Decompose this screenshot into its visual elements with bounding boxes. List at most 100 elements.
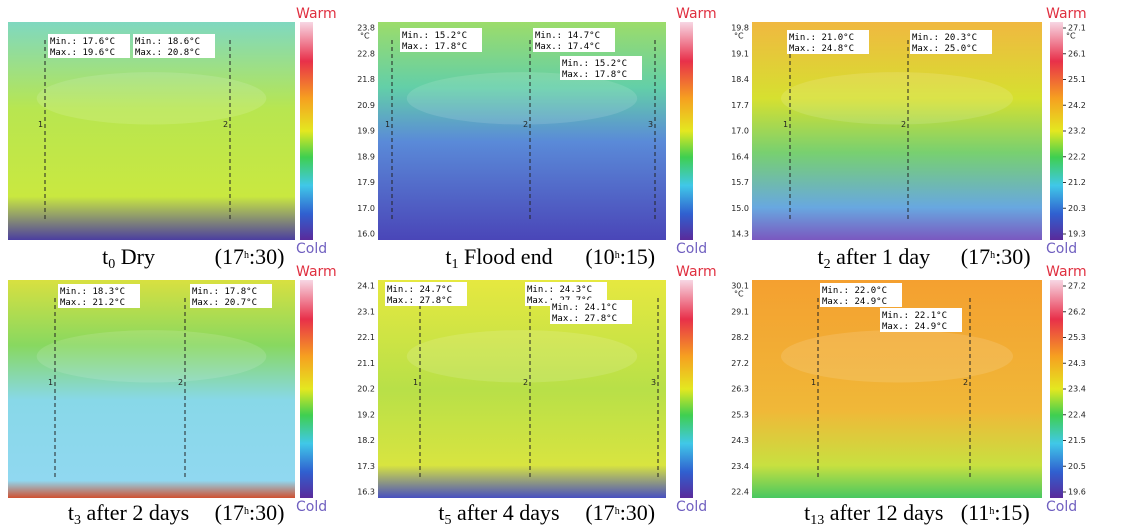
scale-tick-label: 22.1 bbox=[357, 333, 375, 342]
annotation-max: Max.: 17.4°C bbox=[535, 42, 600, 52]
annotation-min: Min.: 24.3°C bbox=[527, 285, 592, 295]
annotation-box bbox=[400, 28, 482, 52]
caption-time: (11h:15) bbox=[961, 500, 1030, 525]
cold-label: Cold bbox=[1046, 241, 1077, 257]
hot-spot bbox=[781, 330, 1013, 383]
annotation-box bbox=[385, 282, 467, 306]
caption: t13 after 12 days bbox=[804, 500, 943, 528]
caption: t5 after 4 days bbox=[438, 500, 559, 528]
scale-tick-label: 28.2 bbox=[731, 333, 749, 342]
scale-tick-label: 17.7 bbox=[731, 101, 749, 110]
annotation-max: Max.: 20.7°C bbox=[192, 298, 257, 308]
caption-t: t bbox=[68, 500, 74, 525]
annotation-box bbox=[58, 284, 140, 308]
panel: Warm Cold 30.1 29.1 28.2 27.2 26.3 25.3 24.3 23.4… bbox=[731, 264, 1087, 528]
annotation-box bbox=[533, 28, 615, 52]
time-minute: :30) bbox=[249, 244, 284, 269]
annotation-max: Max.: 20.8°C bbox=[135, 48, 200, 58]
annotation-min: Min.: 21.0°C bbox=[789, 33, 854, 43]
time-hour: (11 bbox=[961, 500, 990, 525]
caption-text: after 2 days bbox=[81, 500, 189, 525]
scale-tick-label: 22.4 bbox=[1068, 410, 1086, 419]
annotation-min: Min.: 24.1°C bbox=[552, 303, 617, 313]
annotation-min: Min.: 15.2°C bbox=[562, 59, 627, 69]
annotation-min: Min.: 22.1°C bbox=[882, 311, 947, 321]
annotation-box bbox=[910, 30, 992, 54]
time-minute: :30) bbox=[249, 500, 284, 525]
time-hour: (10 bbox=[585, 244, 614, 269]
section-number: 3 bbox=[648, 120, 653, 129]
section-number: 1 bbox=[385, 120, 390, 129]
section-number: 2 bbox=[178, 378, 183, 387]
caption-sub: 3 bbox=[74, 513, 81, 528]
section-number: 2 bbox=[223, 120, 228, 129]
annotation-box bbox=[550, 300, 632, 324]
cold-label: Cold bbox=[296, 499, 327, 515]
annotation-max: Max.: 21.2°C bbox=[60, 298, 125, 308]
section-number: 1 bbox=[48, 378, 53, 387]
caption-sub: 2 bbox=[824, 257, 831, 272]
scale-tick-label: 27.2 bbox=[1068, 282, 1086, 291]
time-sup: h bbox=[244, 506, 249, 517]
section-number: 1 bbox=[783, 120, 788, 129]
annotation-max: Max.: 19.6°C bbox=[50, 48, 115, 58]
time-hour: (17 bbox=[961, 244, 990, 269]
color-bar bbox=[680, 280, 693, 498]
scale-tick-label: 17.9 bbox=[357, 178, 375, 187]
scale-tick-label: 22.2 bbox=[1068, 152, 1086, 161]
annotation-min: Min.: 14.7°C bbox=[535, 31, 600, 41]
warm-label: Warm bbox=[1046, 264, 1087, 280]
scale-tick-label: 20.9 bbox=[357, 101, 375, 110]
time-hour: (17 bbox=[215, 500, 244, 525]
scale-tick-label: 27.1 bbox=[1068, 24, 1086, 33]
scale-tick-label: 24.3 bbox=[731, 436, 749, 445]
thermal-image bbox=[752, 22, 1042, 240]
scale-tick-label: 15.7 bbox=[731, 178, 749, 187]
scale-tick-label: 21.8 bbox=[357, 75, 375, 84]
section-number: 2 bbox=[963, 378, 968, 387]
scale-tick-label: 25.3 bbox=[1068, 333, 1086, 342]
scale-tick-label: 16.3 bbox=[357, 488, 375, 497]
color-bar bbox=[1050, 22, 1063, 240]
panel: Warm Cold 19.8 19.1 18.4 17.7 17.0 16.4 15.7 15.0… bbox=[731, 6, 1087, 272]
scale-tick-label: 21.2 bbox=[1068, 178, 1086, 187]
section-number: 1 bbox=[413, 378, 418, 387]
hot-spot bbox=[406, 72, 638, 125]
caption-sub: 0 bbox=[108, 257, 115, 272]
scale-tick-label: 26.2 bbox=[1068, 307, 1086, 316]
scale-tick-label: 26.3 bbox=[731, 385, 749, 394]
caption-t: t bbox=[817, 244, 823, 269]
hot-spot bbox=[36, 330, 267, 383]
time-hour: (17 bbox=[585, 500, 614, 525]
caption: t3 after 2 days bbox=[68, 500, 189, 528]
caption-t: t bbox=[445, 244, 451, 269]
scale-tick-label: 15.0 bbox=[731, 204, 749, 213]
scale-tick-label: 21.5 bbox=[1068, 436, 1086, 445]
hot-spot bbox=[406, 330, 638, 383]
unit-label: °C bbox=[734, 32, 744, 41]
scale-tick-label: 20.2 bbox=[357, 385, 375, 394]
annotation-box bbox=[820, 283, 902, 307]
cold-label: Cold bbox=[676, 499, 707, 515]
caption: t1 Flood end bbox=[445, 244, 552, 272]
color-bar bbox=[300, 22, 313, 240]
annotation-min: Min.: 17.6°C bbox=[50, 37, 115, 47]
time-sup: h bbox=[989, 506, 994, 517]
time-minute: :30) bbox=[620, 500, 655, 525]
caption: t0 Dry bbox=[102, 244, 155, 272]
caption-time: (10h:15) bbox=[585, 244, 655, 269]
time-sup: h bbox=[244, 250, 249, 261]
scale-tick-label: 22.4 bbox=[731, 488, 749, 497]
annotation-box bbox=[190, 284, 272, 308]
scale-tick-label: 26.1 bbox=[1068, 49, 1086, 58]
cold-label: Cold bbox=[1046, 499, 1077, 515]
scale-tick-label: 24.1 bbox=[357, 282, 375, 291]
scale-tick-label: 19.1 bbox=[731, 49, 749, 58]
scale-tick-label: 21.1 bbox=[357, 359, 375, 368]
annotation-max: Max.: 17.8°C bbox=[562, 70, 627, 80]
scale-tick-label: 23.2 bbox=[1068, 127, 1086, 136]
color-bar bbox=[300, 280, 313, 498]
scale-tick-label: 17.0 bbox=[357, 204, 375, 213]
